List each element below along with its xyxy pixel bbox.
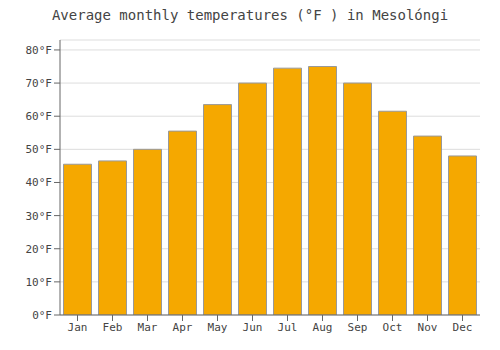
svg-text:50°F: 50°F	[26, 143, 53, 156]
svg-text:30°F: 30°F	[26, 210, 53, 223]
svg-text:Mar: Mar	[138, 321, 158, 334]
svg-text:Apr: Apr	[173, 321, 193, 334]
svg-text:Oct: Oct	[383, 321, 403, 334]
svg-text:Feb: Feb	[103, 321, 123, 334]
svg-text:70°F: 70°F	[26, 77, 53, 90]
svg-text:40°F: 40°F	[26, 176, 53, 189]
svg-text:Jul: Jul	[278, 321, 298, 334]
svg-text:20°F: 20°F	[26, 243, 53, 256]
svg-text:60°F: 60°F	[26, 110, 53, 123]
svg-text:0°F: 0°F	[32, 309, 52, 322]
svg-text:Nov: Nov	[418, 321, 438, 334]
svg-text:Jan: Jan	[68, 321, 88, 334]
html-text:Average monthly temperatures (: Average monthly temperatures (°F ) in Me…	[51, 7, 449, 23]
svg-text:May: May	[208, 321, 228, 334]
svg-text:80°F: 80°F	[26, 44, 53, 57]
svg-text:Jun: Jun	[243, 321, 263, 334]
svg-text:Dec: Dec	[453, 321, 473, 334]
svg-text:Sep: Sep	[348, 321, 368, 334]
svg-text:Aug: Aug	[313, 321, 333, 334]
svg-text:10°F: 10°F	[26, 276, 53, 289]
